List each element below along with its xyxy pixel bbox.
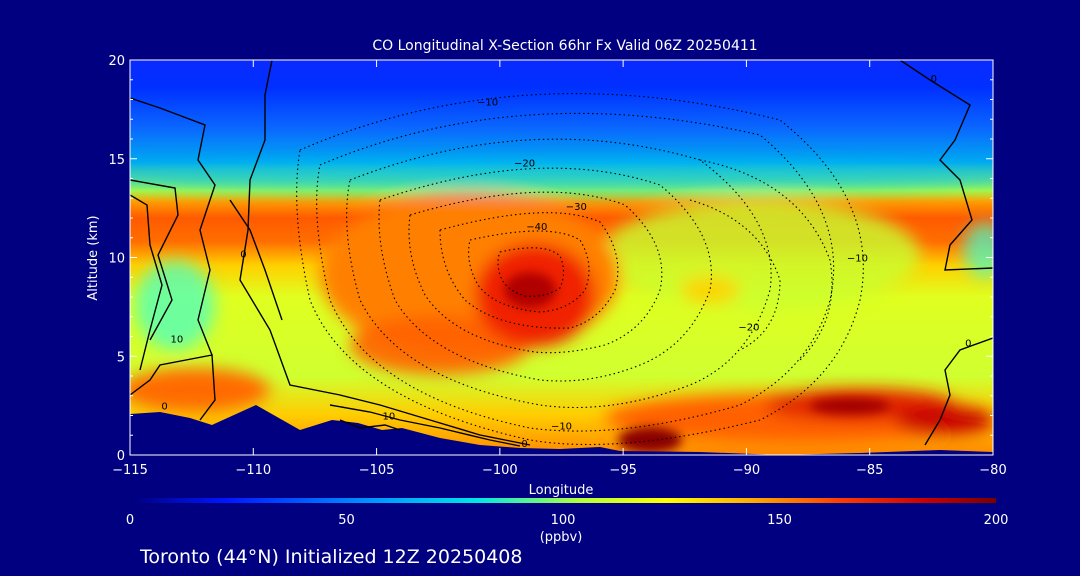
contour-west-5 <box>239 60 531 446</box>
solid-contours <box>130 60 993 447</box>
contour-west-6 <box>229 199 283 321</box>
boundary-layer-darkred-east <box>895 406 993 434</box>
east-edge-cyan <box>963 222 993 278</box>
colorbar-tick-label: 0 <box>126 513 134 528</box>
colorbar-tick-label: 50 <box>338 513 355 528</box>
east-green-region <box>600 200 920 310</box>
contour-label: 0 <box>240 250 246 261</box>
contour-west-2 <box>130 194 163 371</box>
y-axis: 0 5 10 15 20 <box>108 54 993 464</box>
contour-label: −10 <box>477 97 498 108</box>
colorbar-unit: (ppbv) <box>540 530 583 545</box>
co-field-cores <box>504 272 890 453</box>
colorbar-tick-label: 200 <box>984 513 1009 528</box>
co-field-blobs <box>130 162 993 443</box>
plume-lower-orange <box>350 315 530 375</box>
east-yellow-spot <box>680 276 740 304</box>
y-tick-label: 15 <box>108 153 125 168</box>
contour-label: −10 <box>551 421 572 432</box>
dotted-contour-7 <box>468 230 590 313</box>
west-lower-orange <box>130 368 270 412</box>
colorbar <box>130 498 996 503</box>
colorbar-ticks: 0 50 100 150 200 <box>126 513 1009 528</box>
plume-dark-core <box>504 272 556 308</box>
contour-west-1 <box>130 97 216 396</box>
dotted-contour-4 <box>378 167 712 382</box>
contour-west-3 <box>130 179 179 341</box>
contour-label: 0 <box>521 439 527 450</box>
contour-label: 0 <box>965 338 971 349</box>
contour-label: 10 <box>383 412 396 423</box>
dotted-contour-8 <box>497 247 565 297</box>
y-tick-label: 20 <box>108 54 125 69</box>
contour-labels: −10 −20 −30 −40 −10 −20 −10 0 10 0 10 0 0 0 <box>161 74 971 450</box>
colorbar-tick-label: 100 <box>551 513 576 528</box>
dotted-contour-5 <box>408 191 663 354</box>
west-cyan-patch <box>135 260 215 350</box>
contour-label: 0 <box>931 74 937 85</box>
plot-area: −10 −20 −30 −40 −10 −20 −10 0 10 0 10 0 0 0 <box>130 60 993 455</box>
x-tick-label: −115 <box>112 463 148 478</box>
contour-label: −30 <box>566 202 587 213</box>
contour-low-1 <box>329 404 521 447</box>
colorbar-tick-label: 150 <box>767 513 792 528</box>
contour-label: −20 <box>738 323 759 334</box>
x-axis-label: Longitude <box>529 483 594 498</box>
y-tick-label: 10 <box>108 252 125 267</box>
contour-east-1 <box>899 60 993 271</box>
contour-label: −20 <box>514 159 535 170</box>
contour-label: −40 <box>526 222 547 233</box>
contour-east-2 <box>924 337 993 446</box>
dotted-contours <box>296 93 864 446</box>
boundary-red-core <box>810 398 890 414</box>
y-tick-label: 0 <box>117 449 125 464</box>
contour-label: 10 <box>170 334 183 345</box>
x-tick-label: −100 <box>482 463 518 478</box>
y-axis-label: Altitude (km) <box>86 215 101 300</box>
x-axis: −115 −110 −105 −100 −95 −90 −85 −80 <box>112 60 1007 478</box>
upper-cyan-band <box>130 162 993 194</box>
dotted-contour-2 <box>316 112 835 432</box>
terrain <box>130 405 993 455</box>
x-tick-label: −80 <box>979 463 1006 478</box>
dotted-contour-9 <box>699 159 833 361</box>
x-tick-label: −90 <box>733 463 760 478</box>
y-tick-label: 5 <box>117 350 125 365</box>
x-tick-label: −95 <box>609 463 636 478</box>
contour-label: 0 <box>161 402 167 413</box>
x-tick-label: −110 <box>235 463 271 478</box>
chart-title: CO Longitudinal X-Section 66hr Fx Valid … <box>372 38 757 54</box>
contour-low-2 <box>339 419 401 431</box>
footer-text: Toronto (44°N) Initialized 12Z 20250408 <box>139 546 523 568</box>
x-tick-label: −85 <box>856 463 883 478</box>
contour-west-4 <box>199 354 216 421</box>
x-tick-label: −105 <box>359 463 395 478</box>
contour-label: −10 <box>847 254 868 265</box>
boundary-darkred-core <box>618 427 682 453</box>
